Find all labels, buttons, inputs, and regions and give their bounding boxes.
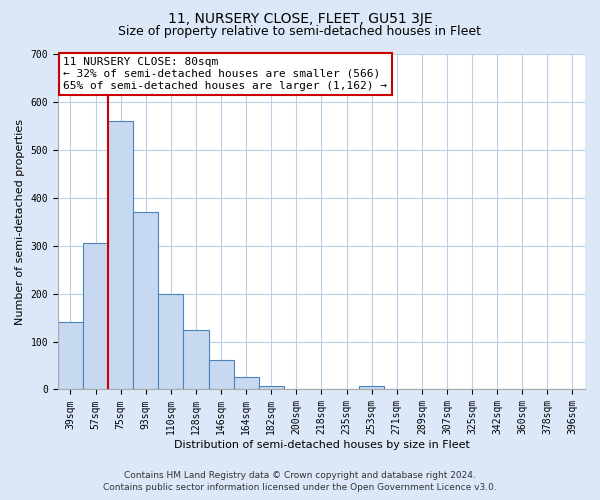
Bar — [209, 360, 233, 390]
Bar — [359, 386, 384, 390]
X-axis label: Distribution of semi-detached houses by size in Fleet: Distribution of semi-detached houses by … — [173, 440, 469, 450]
Text: 11, NURSERY CLOSE, FLEET, GU51 3JE: 11, NURSERY CLOSE, FLEET, GU51 3JE — [167, 12, 433, 26]
Bar — [108, 121, 133, 390]
Bar — [259, 386, 284, 390]
Bar — [158, 294, 184, 390]
Bar — [58, 322, 83, 390]
Bar — [133, 212, 158, 390]
Bar — [184, 330, 209, 390]
Text: Contains HM Land Registry data © Crown copyright and database right 2024.
Contai: Contains HM Land Registry data © Crown c… — [103, 471, 497, 492]
Text: Size of property relative to semi-detached houses in Fleet: Size of property relative to semi-detach… — [119, 25, 482, 38]
Text: 11 NURSERY CLOSE: 80sqm
← 32% of semi-detached houses are smaller (566)
65% of s: 11 NURSERY CLOSE: 80sqm ← 32% of semi-de… — [63, 58, 387, 90]
Bar — [233, 377, 259, 390]
Y-axis label: Number of semi-detached properties: Number of semi-detached properties — [15, 118, 25, 324]
Bar — [83, 244, 108, 390]
